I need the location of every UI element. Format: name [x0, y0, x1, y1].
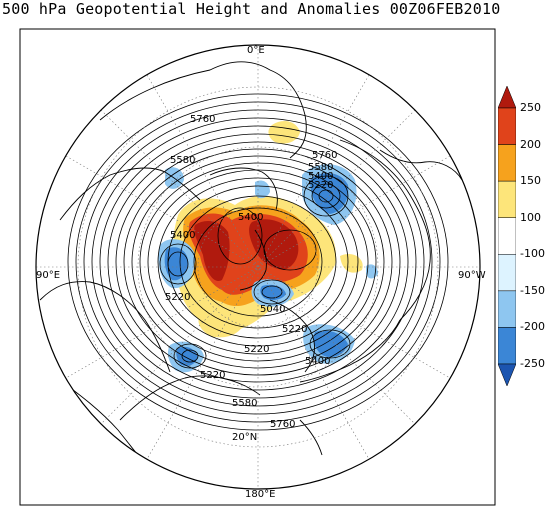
colorbar — [498, 86, 516, 386]
colorbar-cell — [498, 86, 516, 109]
contour-label: 5760 — [190, 114, 215, 125]
meridian-label-top: 0°E — [247, 45, 265, 56]
map-boundary — [35, 44, 481, 490]
negative-anomaly-area — [176, 346, 198, 366]
colorbar-cell — [498, 327, 516, 365]
colorbar-label: -200 — [520, 320, 545, 334]
coastline — [209, 167, 278, 211]
coastline — [239, 229, 267, 291]
height-contour — [159, 243, 197, 285]
positive-anomaly-area — [340, 253, 363, 273]
height-contour — [181, 349, 199, 363]
height-contour — [193, 207, 323, 317]
contour-label: 5400 — [308, 171, 333, 182]
height-contour — [318, 189, 334, 203]
negative-anomaly-area — [310, 173, 349, 214]
colorbar-label: 100 — [520, 210, 541, 224]
colorbar-label: -100 — [520, 247, 545, 261]
height-contour — [311, 183, 341, 209]
contour-label: 5220 — [282, 324, 307, 335]
coastline — [39, 281, 171, 373]
contour-label: 5400 — [170, 230, 195, 241]
height-contour — [173, 343, 207, 369]
coastline — [379, 149, 463, 181]
colorbar-cell — [498, 180, 516, 218]
contour-label: 5760 — [270, 419, 295, 430]
coastline — [339, 139, 431, 321]
height-contour — [167, 251, 189, 277]
latitude-circle — [137, 146, 379, 388]
positive-anomaly-area — [198, 311, 245, 338]
coastline — [59, 167, 201, 221]
meridian-label-left: 90°E — [36, 270, 60, 281]
colorbar-label: 150 — [520, 174, 541, 188]
meridian-label-bottom: 180°E — [245, 489, 275, 500]
colorbar-label: 250 — [520, 101, 541, 114]
colorbar-cell — [498, 254, 516, 292]
colorbar-label: 200 — [520, 137, 541, 151]
height-contour — [261, 285, 283, 299]
colorbar-label: -250 — [520, 357, 545, 370]
colorbar-cell — [498, 144, 516, 182]
height-contour — [179, 195, 337, 329]
negative-anomaly-area — [255, 180, 270, 199]
height-contour — [217, 207, 263, 265]
colorbar-cell — [498, 290, 516, 328]
height-contour — [303, 175, 349, 217]
page-title: 500 hPa Geopotential Height and Anomalie… — [2, 0, 501, 18]
latitude-label: 20°N — [232, 432, 257, 443]
contour-label: 5580 — [308, 162, 333, 173]
coastline — [269, 299, 316, 373]
contour-label: 5760 — [312, 150, 337, 161]
contour-label: 5220 — [308, 180, 333, 191]
positive-anomaly-area — [194, 220, 230, 281]
map-frame — [19, 28, 496, 506]
contour-label: 5400 — [305, 356, 330, 367]
contour-label: 5580 — [170, 155, 195, 166]
contour-label: 5400 — [238, 212, 263, 223]
colorbar-cell — [498, 363, 516, 386]
contour-label: 5220 — [244, 344, 269, 355]
latitude-circle — [197, 206, 319, 328]
latitude-circle — [77, 86, 439, 448]
coastlines — [39, 61, 463, 471]
coastline — [299, 319, 401, 383]
positive-anomaly-area — [268, 120, 300, 144]
colorbar-cell — [498, 107, 516, 145]
contour-label: 5220 — [200, 370, 225, 381]
contour-label: 5220 — [165, 292, 190, 303]
graticule — [36, 45, 480, 489]
height-contour — [253, 279, 291, 305]
colorbar-label: -150 — [520, 283, 545, 297]
coastline — [299, 419, 323, 456]
contour-label: 5580 — [232, 398, 257, 409]
colorbar-cell — [498, 217, 516, 255]
height-contour — [131, 155, 385, 369]
contour-label: 5040 — [260, 304, 285, 315]
coastline — [59, 379, 151, 471]
coastline — [99, 61, 307, 159]
meridian-label-right: 90°W — [458, 270, 486, 281]
coastline — [119, 375, 261, 421]
positive-anomaly-area — [249, 219, 299, 270]
height-contour — [309, 329, 351, 359]
